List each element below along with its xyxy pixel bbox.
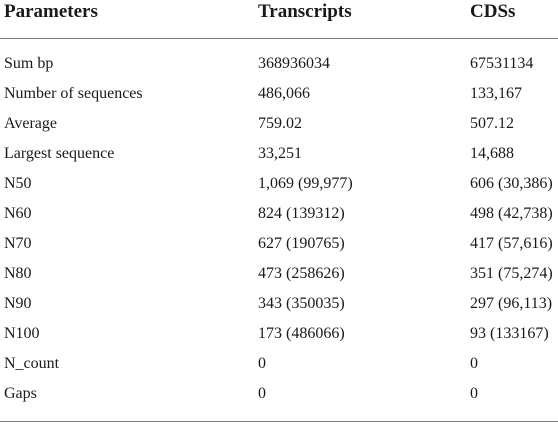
table-bottom-divider: [0, 421, 558, 422]
table-row: N70 627 (190765) 417 (57,616): [0, 230, 558, 260]
transcripts-value-cell: 759.02: [258, 115, 302, 132]
transcripts-value-cell: 368936034: [258, 55, 330, 72]
table-row: N90 343 (350035) 297 (96,113): [0, 290, 558, 320]
transcripts-value-cell: 627 (190765): [258, 235, 345, 252]
parameter-name-cell: Sum bp: [4, 55, 54, 72]
parameter-name-cell: Number of sequences: [4, 85, 143, 102]
transcripts-value-cell: 824 (139312): [258, 205, 345, 222]
table-row: N60 824 (139312) 498 (42,738): [0, 200, 558, 230]
table-row: N_count 0 0: [0, 350, 558, 380]
header-parameters: Parameters: [4, 1, 98, 22]
parameter-name-cell: N60: [4, 205, 32, 222]
table-row: Number of sequences 486,066 133,167: [0, 80, 558, 110]
transcripts-value-cell: 486,066: [258, 85, 310, 102]
parameter-name-cell: N100: [4, 325, 40, 342]
parameter-name-cell: N70: [4, 235, 32, 252]
cdss-value-cell: 67531134: [470, 55, 534, 72]
cdss-value-cell: 417 (57,616): [470, 235, 553, 252]
parameter-name-cell: N80: [4, 265, 32, 282]
header-cdss: CDSs: [470, 1, 516, 22]
transcripts-value-cell: 1,069 (99,977): [258, 175, 353, 192]
parameter-name-cell: N_count: [4, 355, 60, 372]
cdss-value-cell: 133,167: [470, 85, 522, 102]
table-body: Sum bp 368936034 67531134 Number of sequenc…: [0, 50, 558, 410]
cdss-value-cell: 297 (96,113): [470, 295, 553, 312]
table-row: N50 1,069 (99,977) 606 (30,386): [0, 170, 558, 200]
parameter-name-cell: Gaps: [4, 385, 37, 402]
table-row: Gaps 0 0: [0, 380, 558, 410]
table-row: N100 173 (486066) 93 (133167): [0, 320, 558, 350]
table-row: Average 759.02 507.12: [0, 110, 558, 140]
table-row: Largest sequence 33,251 14,688: [0, 140, 558, 170]
cdss-value-cell: 606 (30,386): [470, 175, 553, 192]
transcripts-value-cell: 33,251: [258, 145, 302, 162]
table-header-row: Parameters Transcripts CDSs: [0, 0, 558, 38]
table-row: Sum bp 368936034 67531134: [0, 50, 558, 80]
cdss-value-cell: 0: [470, 355, 478, 372]
parameter-name-cell: Largest sequence: [4, 145, 115, 162]
parameter-name-cell: Average: [4, 115, 57, 132]
parameter-name-cell: N90: [4, 295, 32, 312]
cdss-value-cell: 14,688: [470, 145, 514, 162]
parameter-name-cell: N50: [4, 175, 32, 192]
transcripts-value-cell: 0: [258, 385, 266, 402]
transcripts-value-cell: 173 (486066): [258, 325, 345, 342]
cdss-value-cell: 93 (133167): [470, 325, 549, 342]
header-divider: [0, 38, 558, 39]
transcripts-value-cell: 473 (258626): [258, 265, 345, 282]
cdss-value-cell: 0: [470, 385, 478, 402]
header-transcripts: Transcripts: [258, 1, 352, 22]
cdss-value-cell: 507.12: [470, 115, 514, 132]
cdss-value-cell: 351 (75,274): [470, 265, 553, 282]
transcripts-value-cell: 343 (350035): [258, 295, 345, 312]
cdss-value-cell: 498 (42,738): [470, 205, 553, 222]
table-row: N80 473 (258626) 351 (75,274): [0, 260, 558, 290]
transcripts-value-cell: 0: [258, 355, 266, 372]
